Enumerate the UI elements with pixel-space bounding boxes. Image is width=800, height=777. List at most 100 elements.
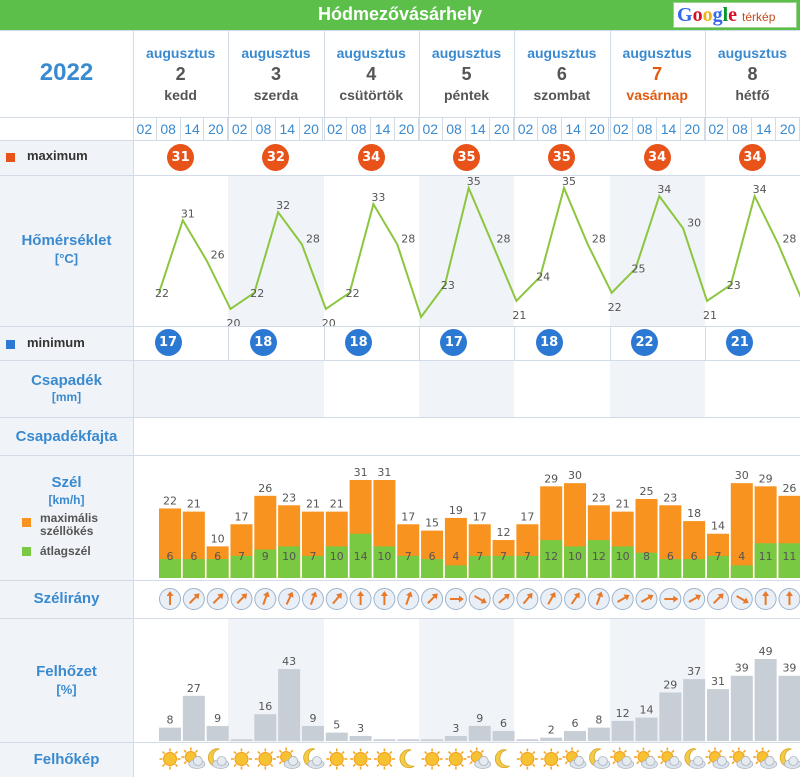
grid-vline bbox=[323, 326, 325, 360]
sun-ray bbox=[480, 749, 485, 753]
precip-title: Csapadék bbox=[31, 372, 102, 389]
grid-hline bbox=[0, 417, 800, 418]
cloud-bar bbox=[325, 732, 348, 741]
cloud-icon bbox=[283, 756, 301, 769]
cloud-bar bbox=[159, 727, 181, 741]
day-weekday: vasárnap bbox=[626, 87, 688, 103]
temperature-point-label: 31 bbox=[181, 207, 195, 220]
wind-avg-label: 12 bbox=[592, 550, 606, 563]
temperature-point-label: 20 bbox=[322, 317, 336, 326]
grid-hline bbox=[0, 360, 800, 361]
wind-gust-label: 12 bbox=[497, 526, 511, 539]
wind-gust-label: 17 bbox=[520, 510, 534, 523]
label-cell-bg bbox=[0, 326, 133, 360]
cloud-label: 27 bbox=[187, 682, 201, 695]
grid-vline bbox=[228, 30, 230, 140]
wind-gust-label: 31 bbox=[354, 466, 368, 479]
wind-gust-label: 15 bbox=[425, 517, 439, 530]
cloud-puff bbox=[645, 756, 656, 766]
wind-arrow-head bbox=[503, 593, 510, 600]
day-month: augusztus bbox=[431, 45, 502, 61]
wind-gust-label: 21 bbox=[306, 498, 320, 511]
min-temp-badge: 17 bbox=[440, 329, 468, 356]
wind-avg-bar bbox=[325, 546, 348, 578]
grid-hline bbox=[0, 175, 800, 176]
cloud-icon bbox=[307, 756, 325, 769]
sun-ray bbox=[564, 761, 568, 765]
map-link[interactable]: Google térkép bbox=[673, 2, 797, 28]
page-title-bar: Hódmezővásárhely bbox=[0, 0, 800, 30]
day-header-6: augusztus 6 szombat bbox=[514, 31, 609, 117]
wind-arrow-head bbox=[431, 593, 438, 600]
cloud-label: 3 bbox=[452, 722, 459, 735]
cloud-label: 5 bbox=[333, 719, 340, 732]
wind-arrow bbox=[616, 594, 630, 603]
temperature-point-label: 22 bbox=[155, 287, 169, 300]
max-temp-badge: 35 bbox=[548, 144, 576, 171]
grid-hline bbox=[0, 326, 800, 327]
wind-arrow-head bbox=[336, 592, 342, 599]
day-header-7: augusztus 7 vasárnap bbox=[610, 31, 705, 117]
grid-hline bbox=[0, 140, 800, 141]
sun-disc bbox=[163, 752, 177, 766]
wind-arrow bbox=[570, 592, 580, 605]
cloud-bar bbox=[278, 669, 301, 741]
sun-ray bbox=[555, 751, 560, 755]
day-month: augusztus bbox=[622, 45, 692, 61]
temperature-point-label: 23 bbox=[441, 279, 455, 292]
temperature-point-label: 25 bbox=[632, 263, 646, 276]
label-cell-bg bbox=[0, 742, 133, 777]
min-temp-badge: 17 bbox=[154, 329, 182, 356]
cloud-puff bbox=[597, 756, 608, 766]
wind-arrow-head bbox=[647, 594, 654, 601]
day-header-4: augusztus 4 csütörtök bbox=[324, 31, 419, 117]
hour-cell: 20 bbox=[300, 118, 324, 140]
cloud-puff bbox=[288, 756, 299, 766]
wind-arrow-head bbox=[480, 597, 487, 604]
year-label: 2022 bbox=[39, 59, 94, 86]
avg-legend-square bbox=[22, 547, 31, 556]
cloud-icon bbox=[569, 756, 587, 769]
precip-unit: [mm] bbox=[51, 390, 82, 404]
sun-disc bbox=[520, 752, 535, 766]
wind-arrow-head bbox=[217, 593, 224, 600]
cloud-bar bbox=[373, 739, 396, 741]
sun-ray bbox=[194, 749, 199, 753]
temperature-unit: [°C] bbox=[54, 251, 79, 266]
sun-disc bbox=[258, 752, 273, 766]
sun-ray bbox=[447, 763, 452, 767]
wind-avg-bar bbox=[206, 559, 229, 578]
temperature-point-label: 24 bbox=[536, 271, 550, 284]
hour-cell: 14 bbox=[752, 118, 777, 140]
hour-cell: 20 bbox=[586, 118, 610, 140]
hour-cell: 02 bbox=[228, 118, 252, 140]
temperature-point-label: 19 bbox=[417, 325, 431, 326]
cloud-puff bbox=[478, 756, 489, 766]
wind-avg-label: 8 bbox=[643, 550, 650, 563]
sun-ray bbox=[707, 749, 711, 753]
cloud-label: 3 bbox=[357, 722, 364, 735]
wind-avg-label: 10 bbox=[377, 550, 391, 563]
wind-gust-label: 21 bbox=[616, 498, 630, 511]
sun-ray bbox=[352, 751, 356, 755]
wind-arrow-head bbox=[241, 593, 248, 600]
wind-avg-bar bbox=[301, 555, 324, 578]
cloud-bar bbox=[778, 675, 800, 741]
sun-ray bbox=[233, 751, 237, 755]
max-temp-badge: 34 bbox=[357, 144, 385, 171]
temperature-point-label: 28 bbox=[401, 232, 415, 245]
temperature-point-label: 22 bbox=[608, 301, 622, 314]
cloud-bar bbox=[683, 679, 706, 741]
cloud-label: 14 bbox=[640, 704, 654, 717]
wind-avg-label: 4 bbox=[738, 550, 745, 563]
hour-cell: 08 bbox=[538, 118, 562, 140]
cloud-bar bbox=[492, 730, 515, 741]
day-number: 3 bbox=[270, 64, 281, 84]
wind-arrow bbox=[332, 592, 342, 605]
wind-gust-label: 10 bbox=[211, 532, 225, 545]
avg-legend-label: átlagszél bbox=[40, 544, 91, 558]
sun-ray bbox=[341, 763, 345, 767]
day-weekday: szombat bbox=[533, 87, 591, 103]
wind-avg-bar bbox=[659, 559, 682, 578]
wind-arrow bbox=[547, 592, 556, 605]
